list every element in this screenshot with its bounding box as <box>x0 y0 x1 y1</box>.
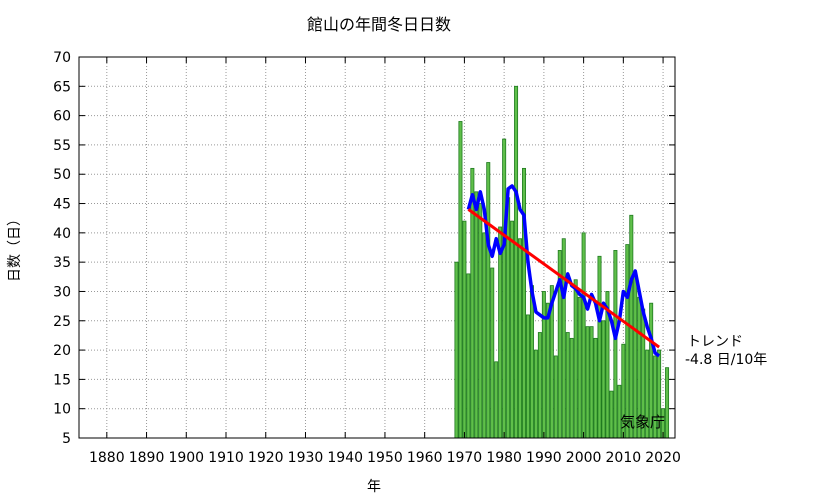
x-tick-label: 2010 <box>606 450 642 466</box>
trend-annotation-title: トレンド <box>687 334 743 350</box>
x-tick-label: 1920 <box>248 450 284 466</box>
y-tick-label: 60 <box>53 109 71 125</box>
data-bar <box>573 279 578 439</box>
data-bar <box>553 355 558 439</box>
moving-average-line <box>466 184 661 358</box>
x-axis-label: 年 <box>367 479 381 495</box>
data-bar <box>525 314 530 439</box>
x-tick-label: 1940 <box>327 450 363 466</box>
data-bar <box>589 326 594 439</box>
data-bar <box>545 302 550 439</box>
x-tick-label: 2020 <box>645 450 681 466</box>
data-bar <box>529 285 534 439</box>
data-bar <box>533 349 538 439</box>
data-bar <box>541 291 546 439</box>
data-bar <box>585 326 590 439</box>
data-bar <box>561 238 566 439</box>
data-bar <box>490 267 495 439</box>
data-bar <box>518 238 523 439</box>
data-bar <box>462 220 467 439</box>
data-bar <box>470 167 475 439</box>
data-bar <box>466 273 471 439</box>
data-bar <box>581 232 586 439</box>
plot-frame <box>78 56 676 439</box>
data-bar <box>625 244 630 439</box>
x-tick-label: 1970 <box>447 450 483 466</box>
y-axis-label: 日数（日） <box>7 212 23 282</box>
data-bar <box>482 232 487 439</box>
x-tick-label: 1980 <box>486 450 522 466</box>
data-bar <box>565 332 570 439</box>
data-bar <box>597 255 602 439</box>
x-tick-label: 1880 <box>89 450 125 466</box>
data-bar <box>609 390 614 439</box>
data-bar <box>486 162 491 439</box>
x-tick-label: 1890 <box>129 450 165 466</box>
data-bar <box>502 138 507 439</box>
y-tick-label: 70 <box>53 50 71 66</box>
data-bar <box>458 121 463 439</box>
x-tick-label: 1950 <box>367 450 403 466</box>
data-bar <box>478 203 483 439</box>
trend-annotation-value: -4.8 日/10年 <box>685 352 767 368</box>
x-tick-label: 1990 <box>526 450 562 466</box>
data-bar <box>522 167 527 439</box>
y-tick-label: 5 <box>62 431 71 447</box>
data-bar <box>593 337 598 439</box>
data-bar <box>601 320 606 439</box>
y-tick-label: 20 <box>53 343 71 359</box>
y-tick-label: 40 <box>53 226 71 242</box>
source-label: 気象庁 <box>620 413 665 431</box>
data-bar <box>494 361 499 439</box>
y-tick-label: 45 <box>53 197 71 213</box>
data-bar <box>498 226 503 439</box>
data-bar <box>613 250 618 439</box>
chart-title: 館山の年間冬日日数 <box>307 15 451 34</box>
data-bar <box>474 191 479 439</box>
data-bar <box>514 85 519 439</box>
data-bar <box>537 332 542 439</box>
y-tick-label: 65 <box>53 79 71 95</box>
y-tick-label: 30 <box>53 284 71 300</box>
x-tick-label: 1900 <box>168 450 204 466</box>
x-tick-label: 1960 <box>407 450 443 466</box>
data-bar <box>506 197 511 439</box>
y-tick-label: 50 <box>53 167 71 183</box>
y-tick-label: 35 <box>53 255 71 271</box>
trend-line <box>467 208 660 349</box>
data-bar <box>577 296 582 439</box>
data-bar <box>569 337 574 439</box>
y-tick-label: 15 <box>53 372 71 388</box>
y-tick-label: 10 <box>53 402 71 418</box>
data-bar <box>454 261 459 439</box>
x-tick-label: 1930 <box>288 450 324 466</box>
data-bar <box>665 367 670 439</box>
data-bar <box>510 220 515 439</box>
y-tick-label: 25 <box>53 314 71 330</box>
x-tick-label: 1910 <box>208 450 244 466</box>
x-tick-label: 2000 <box>566 450 602 466</box>
y-tick-label: 55 <box>53 138 71 154</box>
